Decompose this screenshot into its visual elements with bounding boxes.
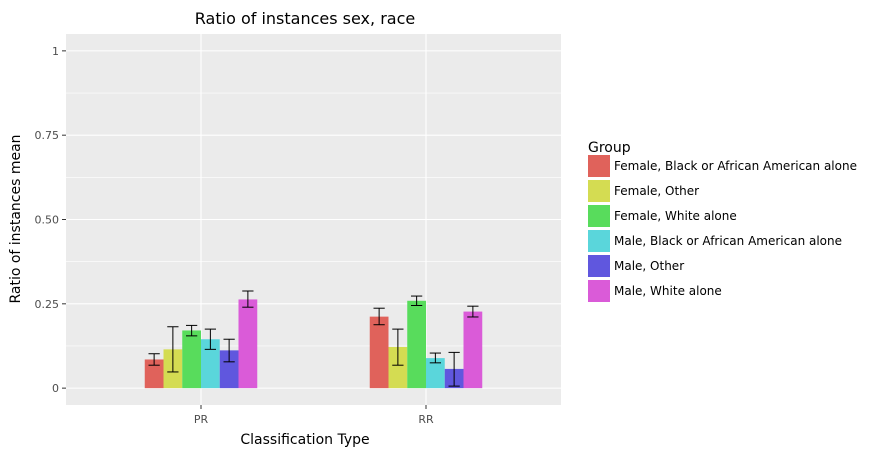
error-bar xyxy=(429,352,441,364)
legend-swatch xyxy=(588,155,610,177)
legend-item: Male, Black or African American alone xyxy=(588,230,842,252)
error-bar xyxy=(448,351,460,387)
x-tick-label: PR xyxy=(194,413,209,426)
y-axis-ticks: 0 0.25 0.50 0.75 1 xyxy=(35,45,66,395)
error-bar xyxy=(167,326,179,373)
error-bar xyxy=(373,307,385,326)
x-tick-label: RR xyxy=(418,413,434,426)
legend-title: Group xyxy=(588,140,631,156)
error-bar xyxy=(148,353,160,366)
bar xyxy=(219,350,239,389)
y-axis-title: Ratio of instances mean xyxy=(8,134,24,303)
y-tick-label: 1 xyxy=(52,45,59,58)
legend-swatch xyxy=(588,230,610,252)
bar xyxy=(144,359,164,389)
legend-label: Male, White alone xyxy=(614,284,722,298)
legend: Group Female, Black or African American … xyxy=(588,140,857,302)
bar xyxy=(407,300,426,389)
chart-title: Ratio of instances sex, race xyxy=(195,9,415,28)
bar xyxy=(238,299,258,389)
y-tick-label: 0.75 xyxy=(35,129,60,142)
error-bars xyxy=(148,290,479,387)
y-tick-label: 0 xyxy=(52,382,59,395)
bar xyxy=(463,311,483,389)
legend-item: Female, Other xyxy=(588,180,699,202)
error-bar xyxy=(223,338,235,363)
y-tick-label: 0.50 xyxy=(35,214,60,227)
error-bar xyxy=(204,328,216,350)
legend-item: Male, White alone xyxy=(588,280,722,302)
x-axis-title: Classification Type xyxy=(240,432,369,448)
legend-swatch xyxy=(588,255,610,277)
legend-swatch xyxy=(588,180,610,202)
error-bar xyxy=(186,324,198,337)
legend-item: Female, White alone xyxy=(588,205,737,227)
bar xyxy=(388,346,408,389)
legend-swatch xyxy=(588,280,610,302)
y-tick-label: 0.25 xyxy=(35,298,60,311)
error-bar xyxy=(392,328,404,366)
legend-label: Female, Black or African American alone xyxy=(614,159,857,173)
legend-swatch xyxy=(588,205,610,227)
bar xyxy=(182,330,201,389)
bar xyxy=(369,316,389,389)
x-axis-ticks: PR RR xyxy=(194,405,434,426)
legend-items: Female, Black or African American alone F… xyxy=(588,155,857,302)
legend-label: Female, Other xyxy=(614,184,699,198)
legend-item: Female, Black or African American alone xyxy=(588,155,857,177)
bar xyxy=(201,339,220,389)
legend-label: Male, Other xyxy=(614,259,684,273)
error-bar xyxy=(467,305,479,318)
legend-label: Female, White alone xyxy=(614,209,737,223)
legend-item: Male, Other xyxy=(588,255,684,277)
error-bar xyxy=(242,290,254,308)
legend-label: Male, Black or African American alone xyxy=(614,234,842,248)
bar xyxy=(426,358,445,389)
error-bar xyxy=(411,295,423,307)
